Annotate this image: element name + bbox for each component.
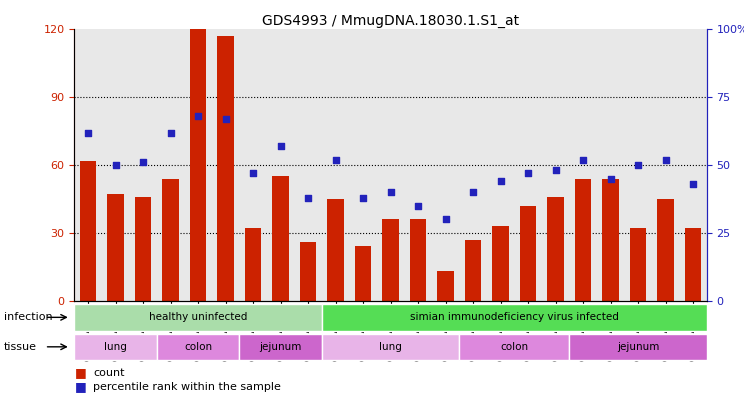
Point xyxy=(577,156,589,163)
Bar xyxy=(465,240,481,301)
Point xyxy=(137,159,149,165)
Text: ■: ■ xyxy=(74,380,86,393)
Text: simian immunodeficiency virus infected: simian immunodeficiency virus infected xyxy=(410,312,619,322)
Text: jejunum: jejunum xyxy=(260,342,302,352)
Bar xyxy=(684,228,702,301)
Bar xyxy=(327,199,344,301)
Point xyxy=(550,167,562,174)
Point xyxy=(440,216,452,222)
Bar xyxy=(272,176,289,301)
Point xyxy=(605,175,617,182)
Point xyxy=(660,156,672,163)
Bar xyxy=(493,226,509,301)
Bar xyxy=(575,178,591,301)
Point xyxy=(357,195,369,201)
Point xyxy=(275,143,286,149)
Point xyxy=(247,170,259,176)
Bar xyxy=(410,219,426,301)
Bar xyxy=(355,246,371,301)
Point xyxy=(82,129,94,136)
Bar xyxy=(162,178,179,301)
Point xyxy=(109,162,121,168)
Text: infection: infection xyxy=(4,312,52,322)
Text: lung: lung xyxy=(104,342,127,352)
Bar xyxy=(300,242,316,301)
Point xyxy=(302,195,314,201)
Text: tissue: tissue xyxy=(4,342,36,352)
Bar xyxy=(157,334,240,360)
Bar xyxy=(245,228,261,301)
Bar xyxy=(322,304,707,331)
Text: healthy uninfected: healthy uninfected xyxy=(149,312,247,322)
Bar xyxy=(74,334,157,360)
Point xyxy=(632,162,644,168)
Point xyxy=(219,116,231,122)
Point xyxy=(192,113,204,119)
Bar xyxy=(217,36,234,301)
Bar xyxy=(240,334,322,360)
Bar xyxy=(657,199,674,301)
Bar xyxy=(107,195,124,301)
Bar xyxy=(459,334,569,360)
Text: jejunum: jejunum xyxy=(617,342,659,352)
Point xyxy=(385,189,397,195)
Point xyxy=(687,181,699,187)
Text: percentile rank within the sample: percentile rank within the sample xyxy=(93,382,281,392)
Bar xyxy=(630,228,647,301)
Bar xyxy=(74,304,322,331)
Text: colon: colon xyxy=(500,342,528,352)
Text: lung: lung xyxy=(379,342,402,352)
Bar xyxy=(437,271,454,301)
Bar xyxy=(548,196,564,301)
Bar xyxy=(603,178,619,301)
Point xyxy=(412,203,424,209)
Text: count: count xyxy=(93,367,124,378)
Bar xyxy=(190,29,206,301)
Bar xyxy=(322,334,459,360)
Point xyxy=(495,178,507,184)
Point xyxy=(330,156,341,163)
Bar xyxy=(80,161,97,301)
Text: colon: colon xyxy=(184,342,212,352)
Bar xyxy=(135,196,151,301)
Point xyxy=(164,129,176,136)
Point xyxy=(522,170,534,176)
Text: GDS4993 / MmugDNA.18030.1.S1_at: GDS4993 / MmugDNA.18030.1.S1_at xyxy=(262,13,519,28)
Text: ■: ■ xyxy=(74,366,86,379)
Bar xyxy=(569,334,707,360)
Bar xyxy=(520,206,536,301)
Bar xyxy=(382,219,399,301)
Point xyxy=(467,189,479,195)
